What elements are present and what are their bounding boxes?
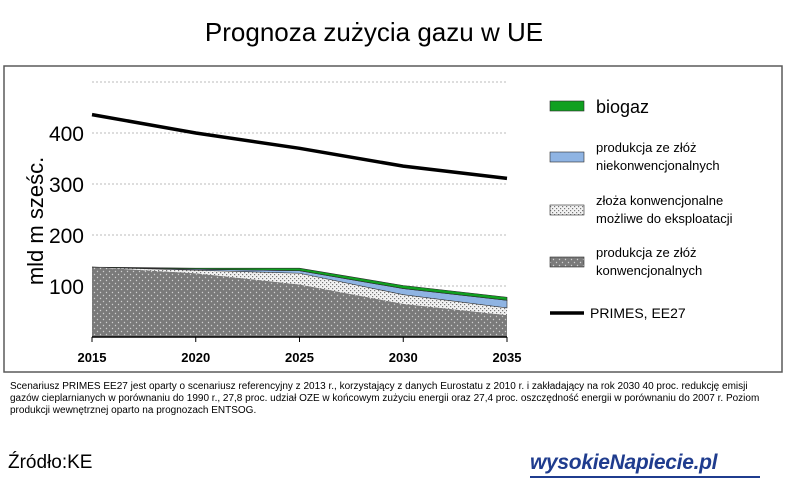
legend-label: złoża konwencjonalne możliwe do eksploata… bbox=[596, 193, 733, 226]
legend-label: produkcja ze złóż konwencjonalnych bbox=[596, 245, 702, 278]
line-primes bbox=[91, 112, 508, 181]
y-tick-label: 100 bbox=[49, 276, 84, 299]
legend-swatch bbox=[549, 204, 585, 216]
brand-logo[interactable]: wysokieNapiecie.pl bbox=[530, 451, 718, 474]
x-tick-label: 2020 bbox=[181, 350, 210, 365]
legend-label: biogaz bbox=[596, 97, 649, 117]
x-tick-label: 2030 bbox=[389, 350, 418, 365]
axes: 2015 2020 2025 2030 2035 100 200 300 400 bbox=[49, 123, 522, 365]
legend-swatch bbox=[549, 100, 585, 112]
area-series bbox=[92, 267, 507, 337]
legend-swatch bbox=[549, 256, 585, 268]
brand-underline bbox=[530, 476, 760, 478]
source-label: Źródło:KE bbox=[8, 452, 93, 473]
footnote: Scenariusz PRIMES EE27 jest oparty o sce… bbox=[10, 381, 760, 416]
x-tick-label: 2015 bbox=[78, 350, 107, 365]
y-axis-label: mld m sześc. bbox=[23, 157, 48, 285]
stacked-areas bbox=[91, 266, 508, 337]
line-series bbox=[91, 112, 508, 181]
chart-title: Prognoza zużycia gazu w UE bbox=[205, 17, 543, 47]
legend-swatch bbox=[549, 151, 585, 163]
legend-label: produkcja ze złóż niekonwencjonalnych bbox=[596, 140, 720, 173]
x-tick-label: 2025 bbox=[285, 350, 314, 365]
y-tick-label: 200 bbox=[49, 225, 84, 248]
y-tick-label: 400 bbox=[49, 123, 84, 146]
gas-consumption-chart: Prognoza zużycia gazu w UE 2015 2020 2025 2… bbox=[3, 17, 783, 373]
area-series bbox=[92, 267, 507, 316]
area-series bbox=[91, 266, 508, 301]
legend: biogaz produkcja ze złóż niekonwencjonalny… bbox=[549, 97, 733, 321]
x-tick-label: 2035 bbox=[493, 350, 522, 365]
y-tick-label: 300 bbox=[49, 174, 84, 197]
legend-label: PRIMES, EE27 bbox=[590, 305, 686, 321]
